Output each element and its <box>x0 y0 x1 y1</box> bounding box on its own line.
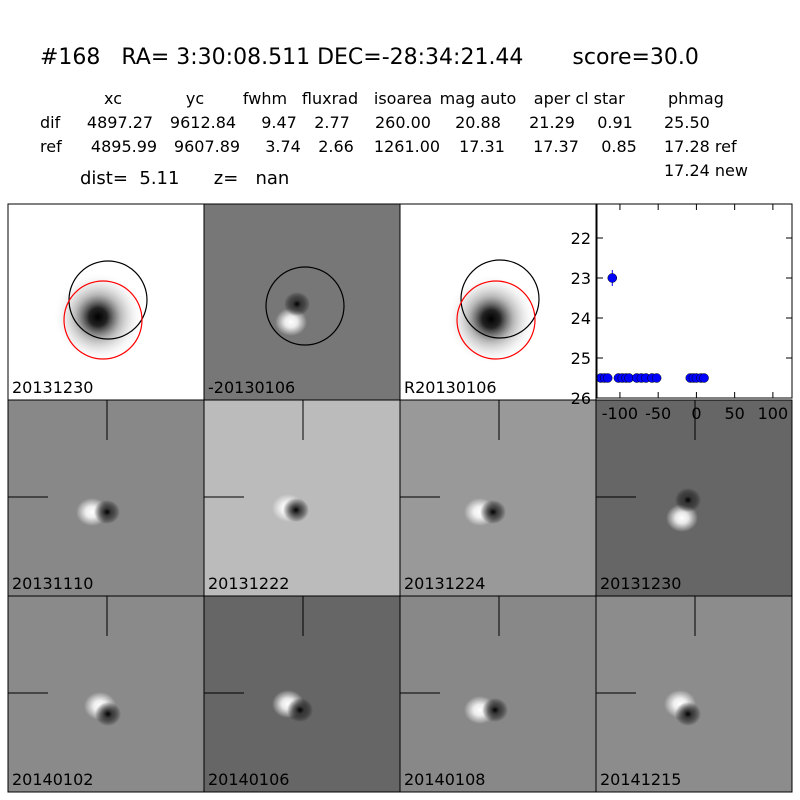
column-header: mag auto <box>440 89 517 108</box>
column-header: yc <box>186 89 204 108</box>
stamp-label: 20131222 <box>208 574 289 593</box>
stamp-bg <box>400 400 596 596</box>
table-cell: 17.31 <box>459 137 505 156</box>
y-tick-label: 22 <box>571 229 591 248</box>
column-header: xc <box>104 89 122 108</box>
table-cell: 21.29 <box>529 113 575 132</box>
stamp-bg <box>8 400 204 596</box>
point <box>699 373 709 383</box>
dist-line: dist= 5.11 z= nan <box>80 168 289 189</box>
point <box>607 273 618 283</box>
negative-blob <box>287 698 313 722</box>
plot-bg <box>597 204 792 398</box>
column-header: isoarea <box>374 89 432 108</box>
negative-blob <box>95 702 121 726</box>
table-cell: 2.66 <box>318 137 354 156</box>
stamp-bg <box>596 596 792 792</box>
negative-blob <box>94 500 120 524</box>
stamp-bg <box>204 596 400 792</box>
aperture <box>460 259 540 339</box>
table-cell: 2.77 <box>314 113 350 132</box>
table-cell: 9.47 <box>261 113 297 132</box>
y-tick-label: 26 <box>571 389 591 408</box>
column-header: phmag <box>668 89 724 108</box>
table-cell: 20.88 <box>455 113 501 132</box>
table-cell: 260.00 <box>375 113 431 132</box>
x-tick-label: 0 <box>691 404 701 423</box>
negative-blob <box>283 498 309 522</box>
stamp-frame <box>595 595 793 793</box>
light-curve: 22 23 24 25 26 -100 -50 0 50 100 <box>571 203 793 423</box>
y-tick-label: 25 <box>571 349 591 368</box>
stamp-label: 20140106 <box>208 770 289 789</box>
stamp-label: R20130106 <box>404 378 497 397</box>
column-header: fluxrad <box>302 89 358 108</box>
table-cell: ref <box>40 137 62 156</box>
negative-blob <box>482 698 508 722</box>
point <box>602 373 613 383</box>
negative-blob <box>284 292 310 316</box>
table-cell: 25.50 <box>664 113 710 132</box>
stamp-label: 20140102 <box>12 770 93 789</box>
column-header: fwhm <box>243 89 287 108</box>
point <box>651 373 662 383</box>
table-cell: 17.37 <box>533 137 579 156</box>
column-header: cl star <box>575 89 625 108</box>
table-cell: 3.74 <box>265 137 301 156</box>
stamp-bg <box>204 400 400 596</box>
column-header: aper <box>534 89 571 108</box>
stamp-label: 20131224 <box>404 574 485 593</box>
x-tick-label: -100 <box>602 404 638 423</box>
source-blob <box>53 272 143 362</box>
stamp-label: 20141215 <box>600 770 681 789</box>
stamp-label: 20140108 <box>404 770 485 789</box>
aperture <box>63 280 143 360</box>
table-cell: 1261.00 <box>374 137 440 156</box>
table-cell: 0.91 <box>597 113 633 132</box>
aperture <box>265 266 345 346</box>
title: #168 RA= 3:30:08.511 DEC=-28:34:21.44 sc… <box>40 45 699 70</box>
source-blob <box>446 274 536 364</box>
y-tick-label: 23 <box>571 269 591 288</box>
negative-blob <box>675 488 701 512</box>
stamps: 20131230 -20130106 R20130106 20131110 201312… <box>7 203 793 793</box>
table-cell: 4897.27 <box>87 113 153 132</box>
aperture <box>456 280 536 360</box>
table-cell: 0.85 <box>601 137 637 156</box>
table-cell: 9612.84 <box>170 113 236 132</box>
table-cell: 4895.99 <box>91 137 157 156</box>
negative-blob <box>675 702 701 726</box>
plot-frame <box>596 203 793 399</box>
table-extra: 17.24 new <box>664 161 748 180</box>
table-cell: dif <box>40 113 61 132</box>
table-cell: 17.28 ref <box>664 137 737 156</box>
stamp-label: 20131230 <box>600 574 681 593</box>
table-cell: 9607.89 <box>174 137 240 156</box>
stamp-label: -20130106 <box>208 378 295 397</box>
y-tick-label: 24 <box>571 309 591 328</box>
negative-blob <box>480 500 506 524</box>
stamp-bg <box>400 596 596 792</box>
x-tick-label: 50 <box>724 404 744 423</box>
stamp-label: 20131230 <box>12 378 93 397</box>
x-tick-label: 100 <box>758 404 789 423</box>
x-tick-label: -50 <box>645 404 671 423</box>
stamp-label: 20131110 <box>12 574 93 593</box>
